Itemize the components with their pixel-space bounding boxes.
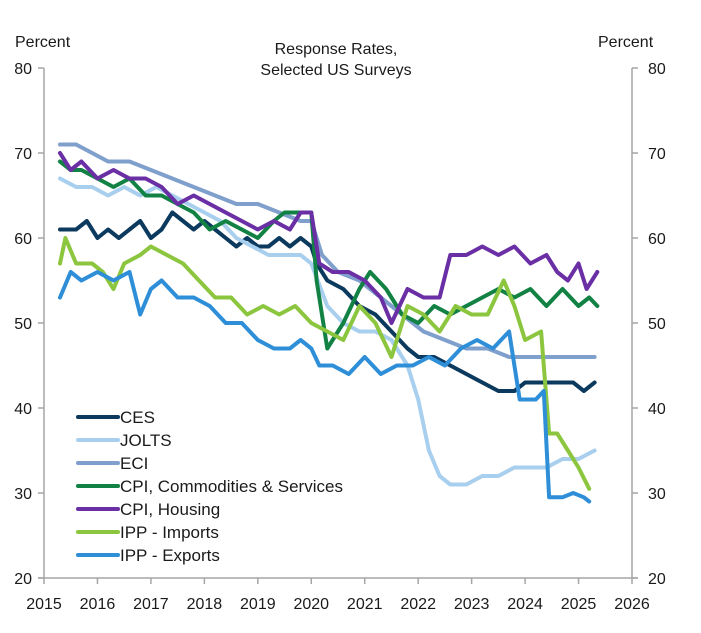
legend-label: CES bbox=[120, 408, 155, 427]
x-tick-label: 2017 bbox=[133, 596, 169, 613]
y-axis-left-title: Percent bbox=[15, 34, 71, 51]
y-tick-label-right: 70 bbox=[648, 146, 666, 163]
series-line-eci bbox=[58, 142, 597, 359]
y-tick-label-left: 50 bbox=[14, 316, 32, 333]
y-tick-label-left: 20 bbox=[14, 571, 32, 588]
series-layer bbox=[58, 142, 600, 504]
y-axis-right-title: Percent bbox=[598, 34, 654, 51]
series-line-jolts bbox=[58, 176, 597, 487]
y-tick-label-left: 30 bbox=[14, 486, 32, 503]
y-tick-label-right: 50 bbox=[648, 316, 666, 333]
x-tick-label: 2025 bbox=[561, 596, 597, 613]
x-tick-label: 2026 bbox=[614, 596, 650, 613]
x-tick-label: 2023 bbox=[454, 596, 490, 613]
x-tick-label: 2021 bbox=[347, 596, 383, 613]
legend-label: IPP - Imports bbox=[120, 523, 219, 542]
legend-item-ipp-exports: IPP - Exports bbox=[76, 546, 220, 565]
legend-item-cpi-housing: CPI, Housing bbox=[76, 500, 220, 519]
x-tick-label: 2015 bbox=[26, 596, 62, 613]
series-line-ipp-exports bbox=[58, 270, 592, 504]
chart-title-line-1: Response Rates, bbox=[275, 41, 398, 58]
legend-label: IPP - Exports bbox=[120, 546, 220, 565]
y-tick-label-right: 40 bbox=[648, 401, 666, 418]
series-line-ces bbox=[58, 210, 597, 393]
y-tick-label-right: 30 bbox=[648, 486, 666, 503]
legend-label: ECI bbox=[120, 454, 148, 473]
y-tick-label-right: 20 bbox=[648, 571, 666, 588]
series-line-ipp-imports bbox=[58, 236, 592, 491]
x-tick-label: 2022 bbox=[400, 596, 436, 613]
legend-label: JOLTS bbox=[120, 431, 172, 450]
legend-label: CPI, Housing bbox=[120, 500, 220, 519]
x-tick-label: 2016 bbox=[80, 596, 116, 613]
legend-item-jolts: JOLTS bbox=[76, 431, 172, 450]
y-tick-label-left: 80 bbox=[14, 61, 32, 78]
legend-label: CPI, Commodities & Services bbox=[120, 477, 343, 496]
x-tick-label: 2020 bbox=[293, 596, 329, 613]
legend-item-ces: CES bbox=[76, 408, 155, 427]
y-tick-label-right: 60 bbox=[648, 231, 666, 248]
legend-item-cpi-commodities-services: CPI, Commodities & Services bbox=[76, 477, 343, 496]
chart-title-line-2: Selected US Surveys bbox=[260, 62, 411, 79]
y-tick-label-left: 70 bbox=[14, 146, 32, 163]
x-tick-label: 2018 bbox=[187, 596, 223, 613]
y-tick-label-left: 60 bbox=[14, 231, 32, 248]
legend-item-eci: ECI bbox=[76, 454, 148, 473]
y-tick-label-right: 80 bbox=[648, 61, 666, 78]
legend: CES JOLTS ECI CPI, Commodities & Services CP… bbox=[76, 408, 343, 565]
chart-title: Response Rates, Selected US Surveys bbox=[260, 41, 411, 79]
y-tick-label-left: 40 bbox=[14, 401, 32, 418]
x-tick-label: 2024 bbox=[507, 596, 543, 613]
series-line-cpi-housing bbox=[58, 151, 600, 325]
x-tick-label: 2019 bbox=[240, 596, 276, 613]
legend-item-ipp-imports: IPP - Imports bbox=[76, 523, 219, 542]
